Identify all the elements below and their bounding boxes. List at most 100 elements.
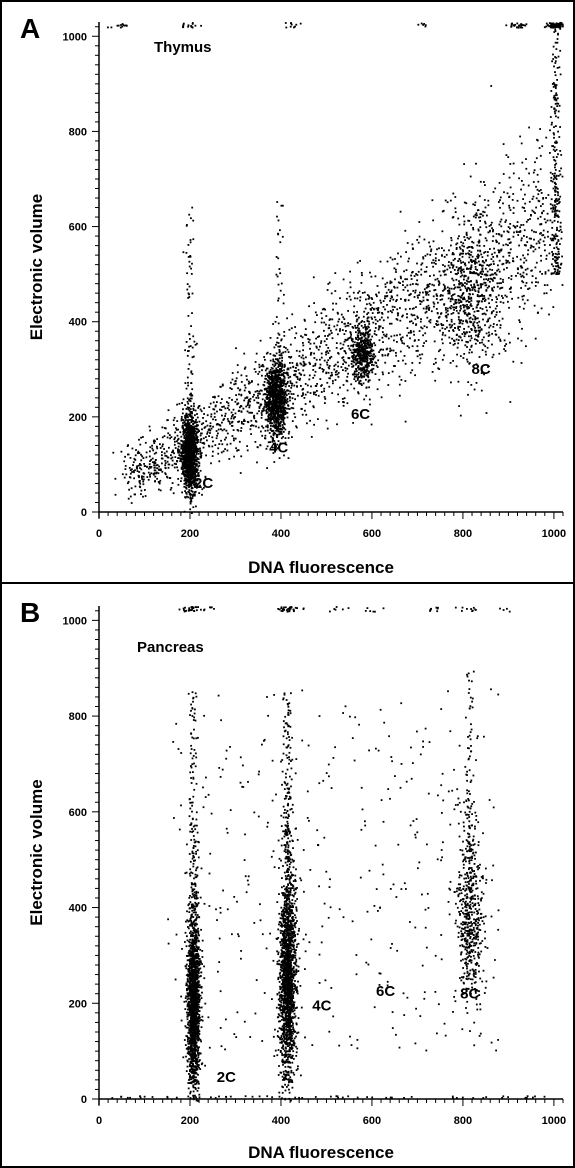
data-point — [287, 351, 290, 353]
data-point — [523, 261, 525, 264]
data-point — [395, 271, 397, 273]
data-point — [510, 278, 513, 281]
data-point — [273, 383, 276, 386]
data-point — [234, 437, 237, 440]
data-point — [447, 297, 450, 300]
data-point — [277, 342, 280, 344]
data-point — [464, 264, 467, 267]
data-point — [268, 407, 270, 410]
data-point — [425, 340, 428, 342]
data-point — [544, 271, 547, 273]
data-point — [346, 380, 349, 383]
data-point — [354, 380, 357, 383]
data-point — [243, 352, 246, 355]
data-point — [420, 273, 423, 276]
data-point — [185, 456, 187, 459]
data-point — [369, 403, 371, 406]
data-point — [183, 465, 185, 467]
data-point — [447, 290, 449, 292]
data-point — [341, 357, 344, 359]
data-point — [463, 236, 466, 238]
data-point — [256, 401, 259, 404]
data-point — [275, 343, 277, 346]
data-point — [453, 284, 456, 286]
data-point — [272, 403, 274, 405]
data-point — [250, 411, 252, 414]
data-point — [337, 401, 340, 403]
data-point — [177, 448, 179, 451]
data-point — [172, 419, 175, 422]
data-point — [488, 317, 491, 320]
data-point — [369, 358, 372, 360]
data-point — [191, 418, 193, 421]
data-point — [277, 389, 280, 392]
data-point — [402, 280, 404, 283]
data-point — [182, 433, 185, 436]
data-point — [480, 213, 483, 216]
data-point — [453, 303, 455, 306]
data-point — [189, 502, 192, 505]
data-point — [349, 298, 352, 301]
data-point — [271, 417, 273, 420]
data-point — [144, 495, 147, 497]
data-point — [351, 339, 353, 342]
data-point — [192, 452, 195, 455]
data-point — [232, 429, 235, 431]
data-point — [192, 437, 195, 440]
data-point — [140, 436, 142, 439]
data-point — [189, 482, 192, 485]
data-point — [434, 289, 437, 291]
data-point — [274, 389, 277, 392]
data-point — [391, 305, 394, 308]
data-point — [189, 450, 192, 452]
data-point — [444, 265, 446, 268]
data-point — [282, 395, 284, 398]
data-point — [306, 422, 308, 425]
data-point — [220, 451, 223, 454]
data-point — [267, 401, 270, 403]
data-point — [254, 441, 257, 443]
data-point — [197, 407, 200, 409]
data-point — [192, 444, 194, 446]
data-point — [268, 372, 271, 375]
data-point — [491, 356, 494, 359]
data-point — [547, 194, 550, 196]
data-point — [523, 294, 525, 297]
data-point — [325, 323, 327, 326]
data-point — [368, 339, 370, 342]
data-point — [470, 329, 473, 331]
data-point — [462, 320, 465, 322]
data-point — [216, 423, 219, 425]
data-point — [266, 467, 268, 469]
data-point — [450, 261, 453, 264]
data-point — [271, 367, 274, 370]
data-point — [474, 331, 477, 333]
data-point — [344, 322, 346, 325]
data-point — [483, 295, 486, 297]
data-point — [370, 369, 373, 372]
data-point — [181, 472, 184, 475]
data-point — [539, 168, 542, 171]
data-point — [259, 444, 262, 447]
data-point — [488, 230, 491, 233]
data-point — [273, 385, 275, 387]
data-point — [452, 294, 454, 296]
data-point — [279, 379, 282, 382]
data-point — [181, 491, 183, 494]
data-point — [190, 430, 192, 433]
data-point — [353, 373, 356, 376]
data-point — [506, 267, 508, 269]
data-point — [357, 346, 360, 348]
data-point — [499, 196, 502, 199]
data-point — [267, 385, 270, 388]
data-point — [420, 300, 423, 303]
data-point — [478, 241, 480, 244]
data-point — [520, 188, 522, 191]
data-point — [431, 199, 434, 202]
data-point — [551, 221, 554, 224]
data-point — [258, 390, 261, 393]
data-point — [509, 227, 511, 230]
data-point — [544, 272, 547, 275]
data-point — [442, 331, 444, 334]
data-point — [434, 259, 437, 262]
